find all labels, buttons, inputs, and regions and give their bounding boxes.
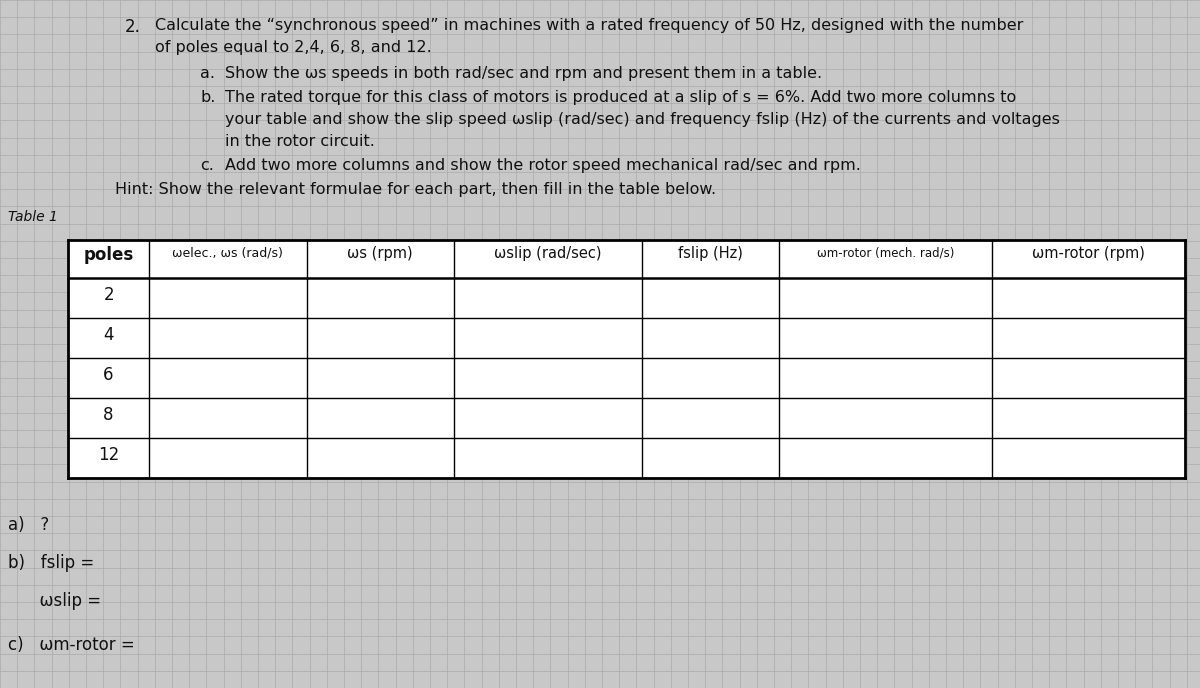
Text: your table and show the slip speed ωslip (rad/sec) and frequency fslip (Hz) of t: your table and show the slip speed ωslip… <box>226 112 1060 127</box>
Text: 4: 4 <box>103 326 114 344</box>
Text: ωslip (rad/sec): ωslip (rad/sec) <box>494 246 601 261</box>
Text: poles: poles <box>84 246 133 264</box>
Text: 8: 8 <box>103 406 114 424</box>
Text: a.: a. <box>200 66 215 81</box>
Text: of poles equal to 2,4, 6, 8, and 12.: of poles equal to 2,4, 6, 8, and 12. <box>155 40 432 55</box>
Text: ωs (rpm): ωs (rpm) <box>348 246 413 261</box>
Text: ωm-rotor (mech. rad/s): ωm-rotor (mech. rad/s) <box>817 246 954 259</box>
Text: c.: c. <box>200 158 214 173</box>
Bar <box>68 240 1186 478</box>
Text: Add two more columns and show the rotor speed mechanical rad/sec and rpm.: Add two more columns and show the rotor … <box>226 158 860 173</box>
Text: ωslip =: ωslip = <box>8 592 101 610</box>
Text: 2.: 2. <box>125 18 140 36</box>
Text: Calculate the “synchronous speed” in machines with a rated frequency of 50 Hz, d: Calculate the “synchronous speed” in mac… <box>155 18 1024 33</box>
Text: a)   ?: a) ? <box>8 516 49 534</box>
Text: b)   fslip =: b) fslip = <box>8 554 95 572</box>
Text: Table 1: Table 1 <box>8 210 58 224</box>
Text: Show the ωs speeds in both rad/sec and rpm and present them in a table.: Show the ωs speeds in both rad/sec and r… <box>226 66 822 81</box>
Text: The rated torque for this class of motors is produced at a slip of s = 6%. Add t: The rated torque for this class of motor… <box>226 90 1016 105</box>
Text: 2: 2 <box>103 286 114 304</box>
Text: b.: b. <box>200 90 215 105</box>
Text: fslip (Hz): fslip (Hz) <box>678 246 743 261</box>
Text: ωelec., ωs (rad/s): ωelec., ωs (rad/s) <box>173 246 283 259</box>
Text: ωm-rotor (rpm): ωm-rotor (rpm) <box>1032 246 1145 261</box>
Text: 6: 6 <box>103 366 114 384</box>
Text: Hint: Show the relevant formulae for each part, then fill in the table below.: Hint: Show the relevant formulae for eac… <box>115 182 716 197</box>
Text: in the rotor circuit.: in the rotor circuit. <box>226 134 374 149</box>
Text: c)   ωm-rotor =: c) ωm-rotor = <box>8 636 134 654</box>
Text: 12: 12 <box>98 446 119 464</box>
